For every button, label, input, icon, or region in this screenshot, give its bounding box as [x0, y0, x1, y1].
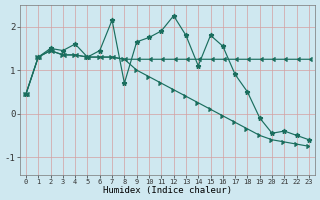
X-axis label: Humidex (Indice chaleur): Humidex (Indice chaleur)	[103, 186, 232, 195]
